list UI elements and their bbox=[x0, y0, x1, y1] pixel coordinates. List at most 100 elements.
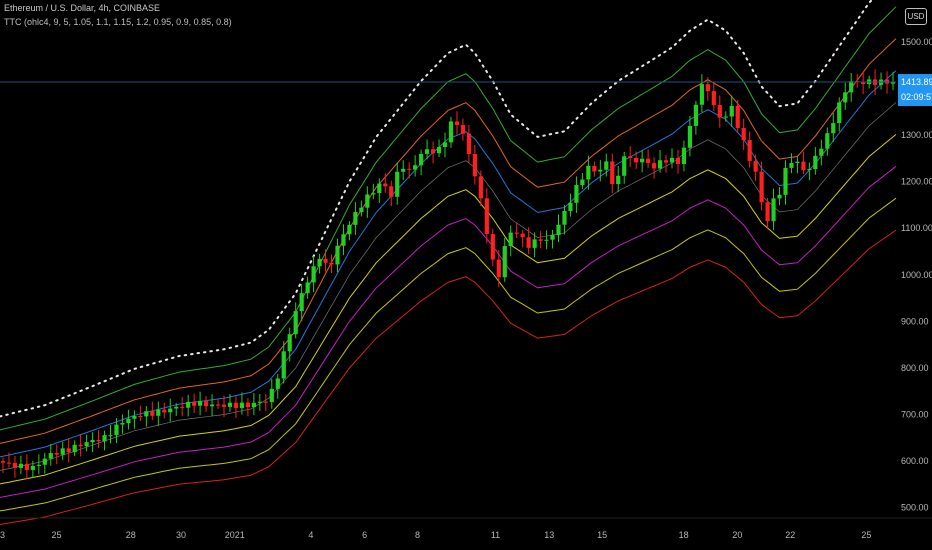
candle-body bbox=[825, 133, 830, 149]
candle-body bbox=[586, 165, 591, 180]
candle-body bbox=[538, 239, 543, 241]
candle-body bbox=[436, 147, 442, 154]
candle-body bbox=[126, 418, 131, 424]
band-1.05 bbox=[0, 70, 897, 458]
candle-body bbox=[353, 212, 358, 225]
candle-body bbox=[753, 161, 758, 172]
candle-body bbox=[454, 121, 460, 125]
candle-body bbox=[669, 157, 675, 163]
candle-body bbox=[186, 401, 191, 408]
candle-body bbox=[221, 404, 227, 407]
candle-body bbox=[813, 155, 818, 170]
candle-body bbox=[747, 140, 752, 162]
candle-body bbox=[568, 202, 573, 211]
candle-body bbox=[466, 133, 472, 155]
y-tick-label: 1300.00 bbox=[901, 130, 932, 140]
candle-body bbox=[735, 105, 740, 128]
y-tick-label: 700.00 bbox=[901, 410, 929, 420]
candle-body bbox=[532, 239, 537, 248]
candle-body bbox=[365, 194, 370, 208]
candle-body bbox=[401, 168, 406, 172]
currency-button[interactable]: USD bbox=[905, 8, 927, 25]
band-1.1 bbox=[0, 38, 897, 444]
candle-body bbox=[502, 246, 507, 278]
candle-body bbox=[138, 416, 143, 418]
candle-body bbox=[227, 402, 233, 407]
candle-body bbox=[711, 91, 716, 106]
candle-body bbox=[281, 351, 286, 379]
candle-body bbox=[723, 116, 728, 118]
candle-body bbox=[395, 171, 400, 197]
indicator-legend[interactable]: TTC (ohlc4, 9, 5, 1.05, 1.1, 1.15, 1.2, … bbox=[4, 17, 232, 27]
candle-body bbox=[562, 210, 567, 225]
candle-body bbox=[580, 179, 585, 186]
candle-body bbox=[496, 259, 501, 278]
candle-body bbox=[84, 442, 89, 447]
candle-body bbox=[341, 234, 346, 246]
candle-body bbox=[78, 444, 83, 447]
candle-body bbox=[514, 232, 519, 234]
candle-body bbox=[592, 165, 597, 172]
price-label-box bbox=[898, 74, 932, 107]
candle-body bbox=[209, 404, 215, 407]
candle-body bbox=[741, 127, 746, 141]
candle-body bbox=[675, 157, 681, 165]
candle-body bbox=[257, 401, 262, 403]
candle-body bbox=[693, 104, 698, 126]
candle-body bbox=[102, 435, 107, 442]
candle-body bbox=[681, 147, 687, 165]
candle-body bbox=[687, 125, 693, 148]
candle-body bbox=[472, 154, 477, 177]
candle-body bbox=[520, 233, 525, 238]
candle-body bbox=[317, 258, 322, 267]
candle-body bbox=[389, 186, 394, 197]
candle-body bbox=[90, 439, 95, 443]
y-tick-label: 1100.00 bbox=[901, 223, 932, 233]
candle-body bbox=[604, 161, 609, 170]
band-1.2 bbox=[0, 0, 874, 418]
candle-body bbox=[598, 169, 603, 172]
candle-body bbox=[831, 123, 836, 134]
last-price-label: 1413.89 bbox=[901, 77, 932, 87]
candle-body bbox=[359, 207, 364, 213]
candle-body bbox=[430, 149, 436, 154]
x-tick-label: 11 bbox=[491, 530, 500, 540]
candle-body bbox=[96, 439, 101, 442]
candle-body bbox=[640, 158, 645, 163]
candle-body bbox=[490, 233, 495, 260]
symbol-title[interactable]: Ethereum / U.S. Dollar, 4h, COINBASE bbox=[4, 3, 161, 13]
candle-body bbox=[448, 121, 454, 143]
candle-body bbox=[120, 423, 125, 425]
candle-body bbox=[311, 266, 316, 283]
x-tick-label: 28 bbox=[126, 530, 136, 540]
candle-body bbox=[174, 406, 179, 409]
candle-body bbox=[837, 102, 842, 124]
candle-body bbox=[765, 202, 770, 222]
candle-body bbox=[729, 105, 734, 117]
band-0.9 bbox=[0, 165, 897, 498]
x-tick-label: 18 bbox=[679, 530, 689, 540]
candle-body bbox=[42, 458, 47, 465]
basis-line bbox=[0, 102, 897, 471]
candle-body bbox=[48, 453, 53, 459]
candle-body bbox=[890, 81, 896, 84]
x-tick-label: 13 bbox=[544, 530, 554, 540]
candle-body bbox=[424, 149, 430, 154]
candle-body bbox=[419, 153, 424, 166]
x-tick-label: 25 bbox=[51, 530, 61, 540]
x-tick-label: 6 bbox=[362, 530, 367, 540]
candle-body bbox=[508, 232, 513, 247]
candle-body bbox=[795, 161, 800, 164]
candle-body bbox=[239, 402, 245, 409]
x-tick-label: 8 bbox=[415, 530, 420, 540]
candle-body bbox=[305, 282, 310, 294]
candle-body bbox=[54, 453, 59, 455]
candle-body bbox=[162, 409, 167, 413]
candle-body bbox=[108, 435, 113, 437]
y-tick-label: 800.00 bbox=[901, 363, 929, 373]
band-0.85 bbox=[0, 197, 897, 512]
candle-body bbox=[299, 293, 304, 312]
x-axis: 23 25 28 30 2021 4 6 8 11 13 15 18 20 22 25 bbox=[0, 517, 932, 540]
y-tick-label: 1000.00 bbox=[901, 270, 932, 280]
